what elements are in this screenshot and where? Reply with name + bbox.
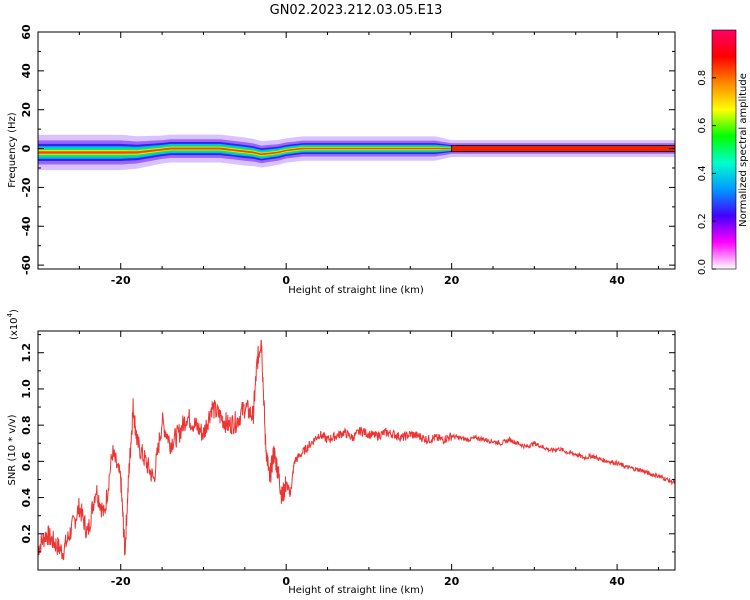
spectrogram-y-axis-title: Frequency (Hz): [7, 112, 18, 188]
y-tick-label: 0.8: [20, 415, 33, 435]
colorbar: 0.0 0.2 0.4 0.6 0.8 Normalized spectral ampl…: [697, 29, 749, 275]
snr-multiplier-text: (x104): [6, 309, 20, 340]
y-tick-label: 0.4: [20, 487, 33, 507]
snr-x-axis-title: Height of straight line (km): [288, 585, 424, 596]
spectrogram-panel: -20 0 20 40 60 40 20 0 -20 -40 -60 Height of strai…: [7, 24, 676, 296]
spectrogram-band: [38, 134, 675, 171]
y-tick-label: 0.2: [20, 524, 33, 544]
colorbar-ticks: 0.0 0.2 0.4 0.6 0.8: [697, 70, 716, 275]
colorbar-label: Normalized spectral amplitude: [738, 73, 749, 227]
x-tick-label: 40: [609, 274, 625, 287]
y-tick-label: -60: [20, 255, 33, 275]
x-tick-label: 0: [282, 575, 290, 588]
colorbar-tick-label: 0.2: [697, 213, 708, 229]
colorbar-tick-label: 0.6: [697, 118, 708, 134]
colorbar-scale: [711, 29, 737, 270]
y-tick-label: 20: [20, 102, 33, 118]
y-tick-label: 1.0: [20, 379, 33, 399]
figure-title: GN02.2023.212.03.05.E13: [270, 3, 443, 18]
spectrogram-ticks: -20 0 20 40 60 40 20 0 -20 -40 -60: [20, 24, 675, 287]
x-tick-label: 40: [609, 575, 625, 588]
x-tick-label: 20: [444, 575, 460, 588]
x-tick-label: 20: [444, 274, 460, 287]
snr-multiplier: (x104): [6, 309, 20, 340]
snr-plot-area: [38, 331, 675, 570]
y-tick-label: 40: [20, 63, 33, 79]
x-tick-label: 0: [282, 274, 290, 287]
y-tick-label: -40: [20, 216, 33, 236]
snr-panel: -20 0 20 40 0.2 0.4 0.6 0.8 1.0 1.2 Height of str…: [6, 309, 676, 596]
y-tick-label: 1.2: [20, 343, 33, 363]
spectrogram-x-axis-title: Height of straight line (km): [288, 285, 424, 296]
colorbar-tick-label: 0.8: [697, 70, 708, 86]
x-tick-label: -20: [111, 274, 131, 287]
spectrogram-frame: [37, 31, 676, 270]
snr-y-axis-title: SNR (10 * v/v): [7, 414, 18, 485]
y-tick-label: -20: [20, 177, 33, 197]
y-tick-label: 60: [20, 24, 33, 40]
colorbar-tick-label: 0.4: [697, 165, 708, 181]
y-tick-label: 0: [20, 144, 33, 152]
snr-frame: [37, 330, 676, 571]
colorbar-tick-label: 0.0: [697, 259, 708, 275]
snr-series-line: [38, 339, 675, 561]
band-core-right: [451, 145, 675, 153]
x-tick-label: -20: [111, 575, 131, 588]
y-tick-label: 0.6: [20, 451, 33, 471]
snr-ticks: -20 0 20 40 0.2 0.4 0.6 0.8 1.0 1.2: [20, 331, 675, 588]
